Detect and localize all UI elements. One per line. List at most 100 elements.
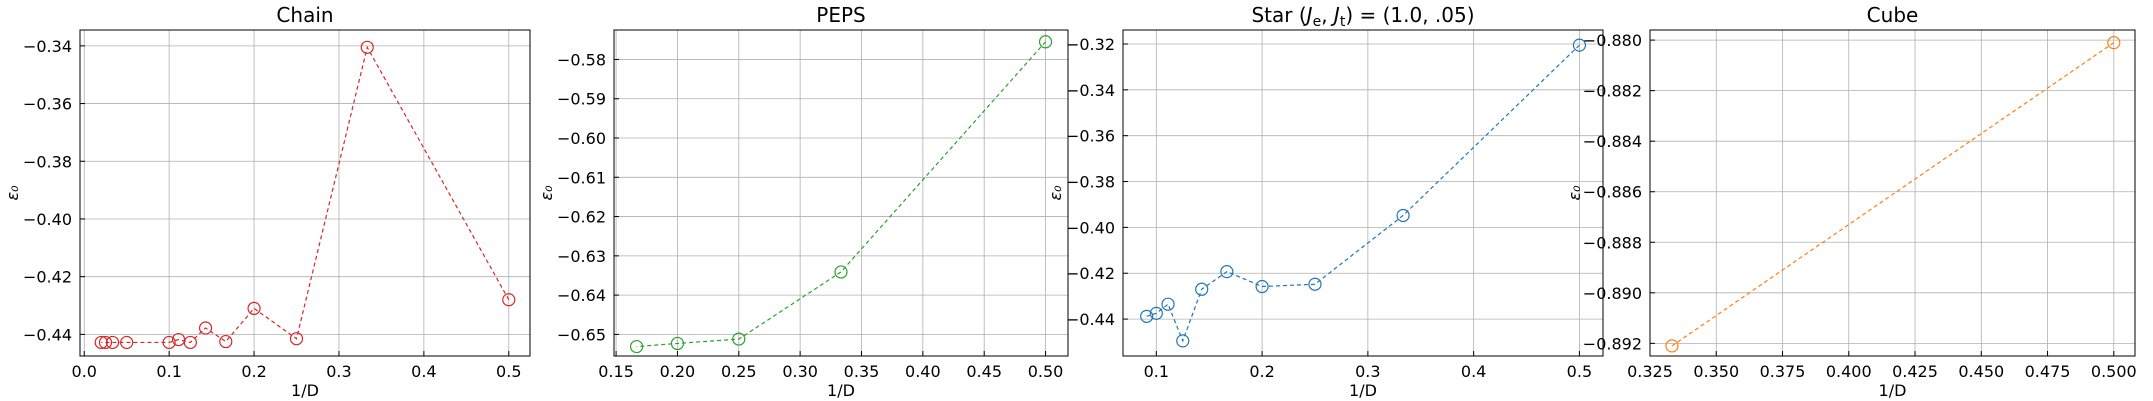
data-point [1308,277,1322,291]
x-tick-label: 0.2 [1249,362,1274,381]
y-tick-label: −0.61 [557,168,606,187]
x-tick-label: 0.450 [1958,362,2004,381]
y-tick-label: −0.44 [23,325,72,344]
data-point [219,334,233,349]
x-tick-label: 0.1 [1144,362,1169,381]
x-tick-label: 0.0 [72,362,97,381]
x-tick-label: 0.375 [1760,362,1806,381]
data-point [502,293,516,307]
y-tick-label: −0.32 [1066,35,1115,54]
chart-panel-cube: 0.325 0.350 0.375 0.400 0.425 0.450 0.475 0.500… [1565,3,2137,400]
y-axis-label: ε₀ [1046,185,1065,201]
series-line [636,41,1046,348]
y-tick-label: −0.63 [557,247,606,266]
y-tick-label: −0.58 [557,50,606,69]
data-point [98,335,113,350]
y-axis-label: ε₀ [1565,185,1584,201]
data-point [289,332,304,346]
x-tick-label: 0.2 [241,362,266,381]
y-tick-label: −0.59 [557,90,606,109]
x-tick-label: 0.425 [1892,362,1938,381]
data-point [732,332,746,346]
series-line [1671,42,2115,347]
data-point [247,301,261,315]
series-line [101,45,510,344]
data-point [834,265,848,279]
chart-title: Star (Je, Jt) = (1.0, .05) [1251,3,1474,30]
y-tick-label: −0.42 [1066,264,1115,283]
y-tick-label: −0.34 [1066,81,1115,100]
data-point [670,336,685,351]
y-axis-label: ε₀ [3,185,22,201]
x-tick-label: 0.500 [2091,362,2137,381]
x-tick-label: 0.50 [1028,362,1064,381]
data-point [1220,265,1234,279]
data-point [1140,309,1154,323]
chart-title: Chain [276,3,333,27]
x-tick-label: 0.4 [411,362,436,381]
x-tick-label: 0.40 [905,362,941,381]
chart-title: Cube [1867,3,1919,27]
y-tick-label: −0.42 [23,268,72,287]
y-tick-label: −0.44 [1066,310,1115,329]
plot-frame [613,29,1069,357]
x-tick-label: 0.350 [1693,362,1739,381]
data-point [171,332,186,347]
y-tick-label: −0.36 [1066,127,1115,146]
x-tick-label: 0.25 [721,362,757,381]
x-tick-label: 0.15 [598,362,634,381]
x-axis-label: 1/D [827,381,855,400]
chart-panel-chain: 0.0 0.1 0.2 0.3 0.4 0.5 −0.44 −0.42 −0.40 −0.38 −0… [3,3,531,400]
x-tick-label: 0.45 [966,362,1002,381]
x-tick-label: 0.3 [1355,362,1380,381]
data-point [1149,306,1163,320]
data-point [162,335,176,350]
data-point [1396,208,1410,223]
y-tick-label: −0.886 [1583,183,1642,202]
x-axis-label: 1/D [291,381,319,400]
x-tick-label: 0.1 [156,362,181,381]
y-tick-label: −0.62 [557,208,606,227]
plot-frame [1122,29,1604,357]
plot-frame [1649,29,2136,357]
y-tick-label: −0.36 [23,95,72,114]
y-tick-label: −0.65 [557,325,606,344]
x-tick-label: 0.5 [1567,362,1592,381]
data-point [629,339,644,354]
y-tick-label: −0.40 [23,210,72,229]
x-axis-label: 1/D [1349,381,1377,400]
x-tick-label: 0.325 [1627,362,1673,381]
y-tick-label: −0.40 [1066,218,1115,237]
data-point [105,335,120,350]
data-point [1195,282,1209,296]
data-point [1572,38,1587,52]
chart-title: PEPS [816,3,865,27]
chart-panel-star: 0.1 0.2 0.3 0.4 0.5 −0.44 −0.42 −0.40 −0.38 −0.36… [1046,3,1604,400]
y-tick-label: −0.880 [1583,31,1642,50]
data-point [1161,297,1175,311]
data-point [94,335,108,350]
y-tick-label: −0.38 [1066,173,1115,192]
y-tick-label: −0.34 [23,37,72,56]
plot-frame [79,29,531,357]
x-tick-label: 0.30 [782,362,818,381]
series-line [1146,44,1580,343]
data-point [1176,334,1190,348]
data-point [1255,279,1269,294]
x-tick-label: 0.35 [844,362,880,381]
y-tick-label: −0.60 [557,129,606,148]
y-tick-label: −0.882 [1583,82,1642,101]
y-tick-label: −0.892 [1583,334,1642,353]
y-tick-label: −0.884 [1583,132,1642,151]
x-tick-label: 0.4 [1461,362,1486,381]
data-point [120,335,134,350]
y-tick-label: −0.888 [1583,233,1642,252]
data-point [198,321,213,335]
x-tick-label: 0.3 [326,362,351,381]
data-point [1665,339,1679,353]
y-axis-label: ε₀ [537,185,556,201]
data-point [360,40,374,54]
x-tick-label: 0.20 [660,362,696,381]
x-axis-label: 1/D [1879,381,1907,400]
